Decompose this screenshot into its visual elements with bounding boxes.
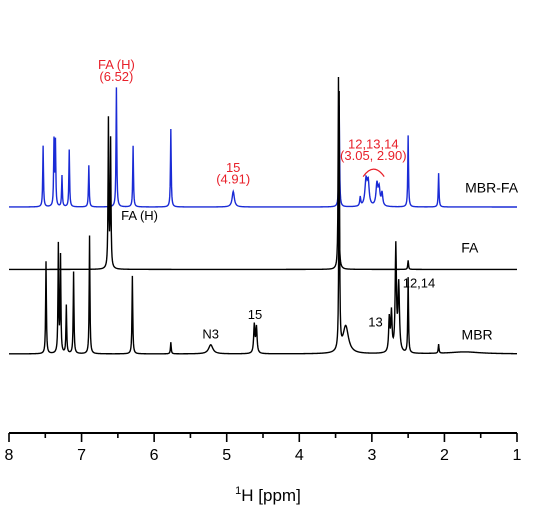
annotation-1: (6.52) [99, 69, 133, 84]
annotation-6: FA (H) [121, 208, 158, 223]
x-tick-label-5: 5 [222, 447, 231, 464]
annotation-7: 12,14 [403, 276, 436, 291]
annotation-0: FA (H) [98, 57, 135, 72]
series-label-0: MBR-FA [465, 180, 519, 196]
annotation-4: 12,13,14 [348, 137, 399, 152]
spectrum-traces [9, 76, 518, 355]
x-tick-label-1: 1 [513, 447, 522, 464]
series-label-2: MBR [462, 327, 493, 343]
x-tick-label-4: 4 [295, 447, 304, 464]
x-tick-label-7: 7 [77, 447, 86, 464]
bracket-arc [362, 168, 385, 177]
annotation-9: N3 [202, 326, 219, 341]
x-axis-label-superscript: 1 [235, 485, 241, 497]
x-tick-label-6: 6 [150, 447, 159, 464]
spectrum-line-fa [9, 76, 517, 271]
series-mbr-fa [9, 87, 517, 208]
x-tick-label-8: 8 [5, 447, 14, 464]
series-labels: MBR-FA FA MBR [461, 180, 518, 343]
annotation-8: 13 [368, 315, 382, 330]
x-axis-label: 1H [ppm] [235, 485, 301, 505]
annotation-2: 15 [226, 160, 240, 175]
annotation-5: (3.05, 2.90) [340, 148, 407, 163]
series-fa [9, 76, 517, 271]
spectrum-line-mbr-fa [9, 87, 517, 208]
peak-group-bracket [362, 168, 385, 177]
peak-annotations: FA (H)(6.52)15(4.91)12,13,14(3.05, 2.90)… [98, 57, 435, 341]
x-axis: 8 7 6 5 4 3 2 1 [5, 432, 522, 464]
series-mbr [9, 90, 518, 355]
series-label-1: FA [461, 240, 479, 256]
x-tick-label-3: 3 [367, 447, 376, 464]
x-tick-label-2: 2 [440, 447, 449, 464]
annotation-3: (4.91) [216, 172, 250, 187]
x-axis-label-text: H [ppm] [241, 486, 301, 505]
spectrum-line-mbr [9, 90, 518, 355]
annotation-10: 15 [248, 307, 262, 322]
